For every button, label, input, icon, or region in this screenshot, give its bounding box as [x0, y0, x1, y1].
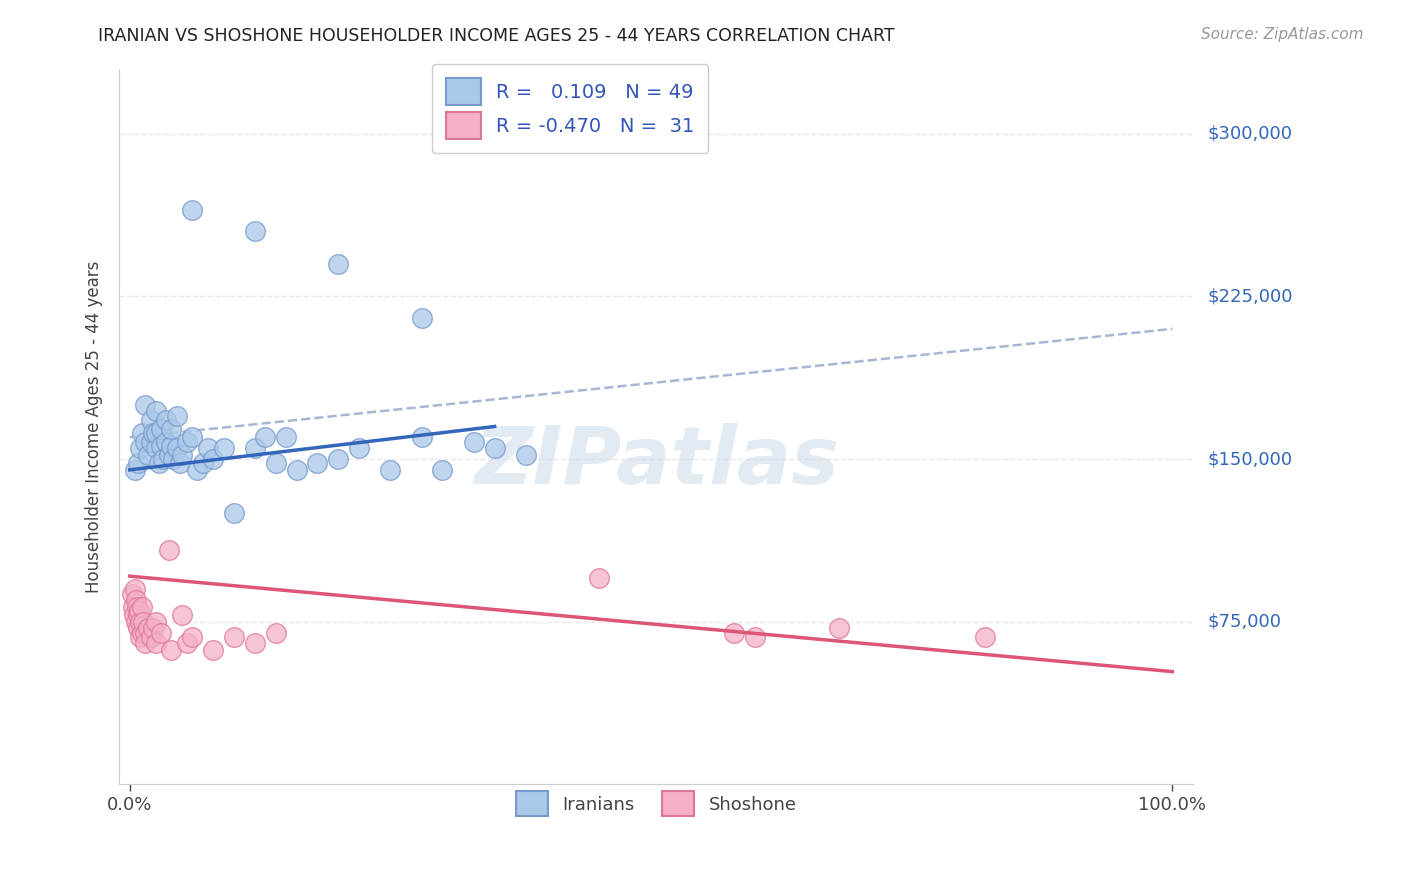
Point — [243, 224, 266, 238]
Point — [145, 615, 167, 629]
Point — [973, 630, 995, 644]
Point — [202, 452, 225, 467]
Point — [160, 643, 183, 657]
Point — [162, 452, 184, 467]
Point — [134, 625, 156, 640]
Point — [411, 430, 433, 444]
Point — [744, 630, 766, 644]
Point — [243, 636, 266, 650]
Point — [264, 456, 287, 470]
Point — [347, 441, 370, 455]
Point — [328, 452, 350, 467]
Text: ZIPatlas: ZIPatlas — [474, 424, 839, 501]
Point — [125, 593, 148, 607]
Point — [274, 430, 297, 444]
Text: $300,000: $300,000 — [1208, 125, 1292, 143]
Point — [125, 615, 148, 629]
Point — [380, 463, 402, 477]
Point — [121, 599, 143, 614]
Point — [157, 448, 180, 462]
Point — [176, 434, 198, 449]
Point — [155, 413, 177, 427]
Point — [131, 625, 153, 640]
Point — [142, 425, 165, 440]
Point — [160, 422, 183, 436]
Point — [138, 448, 160, 462]
Text: Source: ZipAtlas.com: Source: ZipAtlas.com — [1201, 27, 1364, 42]
Point — [142, 621, 165, 635]
Point — [127, 608, 149, 623]
Point — [176, 636, 198, 650]
Point — [132, 615, 155, 629]
Y-axis label: Householder Income Ages 25 - 44 years: Householder Income Ages 25 - 44 years — [86, 260, 103, 592]
Point — [264, 625, 287, 640]
Point — [191, 456, 214, 470]
Point — [157, 543, 180, 558]
Point — [129, 615, 152, 629]
Point — [285, 463, 308, 477]
Point — [432, 463, 454, 477]
Text: $225,000: $225,000 — [1208, 287, 1292, 305]
Point — [122, 608, 145, 623]
Point — [149, 625, 172, 640]
Point — [134, 434, 156, 449]
Point — [125, 599, 148, 614]
Point — [145, 425, 167, 440]
Point — [124, 582, 146, 597]
Point — [129, 441, 152, 455]
Point — [145, 441, 167, 455]
Point — [166, 409, 188, 423]
Point — [243, 441, 266, 455]
Point — [121, 586, 143, 600]
Point — [222, 506, 245, 520]
Point — [138, 621, 160, 635]
Point — [145, 404, 167, 418]
Point — [155, 434, 177, 449]
Point — [152, 452, 174, 467]
Point — [463, 434, 485, 449]
Point — [202, 643, 225, 657]
Point — [139, 630, 162, 644]
Point — [166, 441, 188, 455]
Point — [254, 430, 277, 444]
Point — [131, 599, 153, 614]
Point — [149, 439, 172, 453]
Point — [212, 441, 235, 455]
Point — [128, 604, 150, 618]
Point — [328, 257, 350, 271]
Point — [307, 456, 329, 470]
Point — [131, 425, 153, 440]
Text: $150,000: $150,000 — [1208, 450, 1292, 468]
Point — [222, 630, 245, 644]
Point — [169, 456, 191, 470]
Text: $75,000: $75,000 — [1208, 613, 1281, 631]
Point — [139, 413, 162, 427]
Point — [129, 630, 152, 644]
Point — [139, 434, 162, 449]
Point — [145, 636, 167, 650]
Point — [828, 621, 851, 635]
Point — [134, 636, 156, 650]
Point — [170, 608, 193, 623]
Point — [160, 439, 183, 453]
Point — [127, 456, 149, 470]
Point — [181, 430, 204, 444]
Point — [723, 625, 745, 640]
Point — [484, 441, 506, 455]
Point — [588, 571, 610, 585]
Point — [181, 202, 204, 217]
Point — [170, 448, 193, 462]
Point — [149, 422, 172, 436]
Text: IRANIAN VS SHOSHONE HOUSEHOLDER INCOME AGES 25 - 44 YEARS CORRELATION CHART: IRANIAN VS SHOSHONE HOUSEHOLDER INCOME A… — [98, 27, 896, 45]
Point — [124, 463, 146, 477]
Point — [186, 463, 208, 477]
Point — [127, 621, 149, 635]
Point — [148, 456, 170, 470]
Point — [515, 448, 537, 462]
Point — [181, 630, 204, 644]
Point — [411, 311, 433, 326]
Point — [197, 441, 219, 455]
Point — [134, 398, 156, 412]
Legend: Iranians, Shoshone: Iranians, Shoshone — [506, 782, 806, 825]
